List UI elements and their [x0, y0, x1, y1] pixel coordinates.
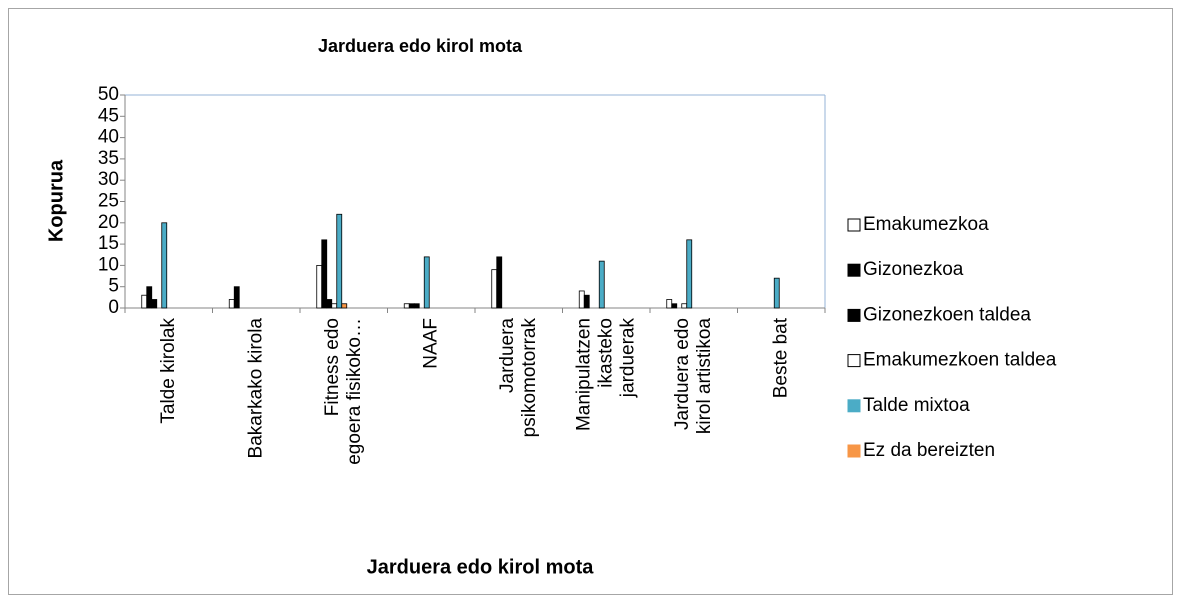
x-tick-label: Jarduera edokirol artistikoa — [672, 318, 715, 435]
x-tick-label: Talde kirolak — [158, 318, 179, 424]
bar — [583, 294, 590, 309]
x-tick-label-line: egoera fisikoko… — [344, 318, 365, 465]
chart-title: Jarduera edo kirol mota — [318, 36, 523, 56]
x-tick-label: Jarduerapsikomotorrak — [497, 318, 540, 438]
y-tick-label: 50 — [98, 84, 119, 105]
x-tick-label-line: jarduerak — [617, 318, 638, 399]
x-tick-label: Fitness edoegoera fisikoko… — [322, 318, 365, 465]
y-tick-label: 10 — [98, 254, 119, 275]
legend-label: Gizonezkoa — [863, 259, 964, 280]
x-tick-label-line: Fitness edo — [322, 318, 343, 416]
legend-swatch — [847, 218, 861, 232]
bar — [598, 260, 605, 309]
y-tick-label: 5 — [108, 276, 119, 297]
x-tick-label: Beste bat — [770, 317, 791, 398]
x-tick-label-line: Bakarkako kirola — [245, 318, 266, 459]
bar — [671, 303, 678, 309]
x-tick-label: NAAF — [420, 318, 441, 369]
legend-label: Emakumezkoa — [863, 214, 989, 235]
bar — [151, 299, 158, 309]
bar — [341, 303, 348, 309]
x-tick-label: Manipulatzenikastekojarduerak — [573, 318, 638, 432]
legend-swatch — [847, 444, 861, 458]
x-tick-label-line: Jarduera — [497, 318, 518, 393]
legend-swatch — [847, 354, 861, 368]
bar — [666, 299, 673, 309]
bar — [491, 269, 498, 309]
bar — [233, 286, 240, 309]
legend-label: Ez da bereizten — [863, 440, 995, 461]
bar — [336, 213, 343, 309]
bar — [141, 294, 148, 309]
bar — [423, 256, 430, 309]
y-tick-label: 45 — [98, 105, 119, 126]
x-tick-label-line: kirol artistikoa — [694, 318, 715, 435]
bar — [403, 303, 410, 309]
legend-swatch — [847, 263, 861, 277]
y-axis-title: Kopurua — [45, 159, 67, 242]
legend-label: Talde mixtoa — [863, 395, 970, 416]
bar — [326, 299, 333, 309]
y-tick-label: 15 — [98, 233, 119, 254]
bar — [316, 264, 323, 309]
x-tick-label-line: Beste bat — [770, 317, 791, 398]
bar — [773, 277, 780, 309]
y-tick-label: 40 — [98, 127, 119, 148]
legend-label: Gizonezkoen taldea — [863, 304, 1031, 325]
x-tick-label-line: NAAF — [420, 318, 441, 369]
x-tick-label: Bakarkako kirola — [245, 318, 266, 459]
legend-label: Emakumezkoen taldea — [863, 350, 1057, 371]
y-tick-label: 20 — [98, 212, 119, 233]
x-tick-label-line: ikasteko — [595, 318, 616, 388]
bar — [496, 256, 503, 309]
bar — [331, 303, 338, 309]
x-tick-label-line: psikomotorrak — [519, 318, 540, 438]
bar — [686, 239, 693, 309]
x-axis-title: Jarduera edo kirol mota — [367, 556, 595, 578]
bar — [408, 303, 415, 309]
bar — [578, 290, 585, 309]
bar — [146, 286, 153, 309]
x-tick-label-line: Talde kirolak — [158, 318, 179, 424]
y-tick-label: 30 — [98, 169, 119, 190]
y-tick-label: 0 — [108, 297, 119, 318]
legend-swatch — [847, 308, 861, 322]
y-tick-label: 35 — [98, 148, 119, 169]
bar — [228, 299, 235, 309]
x-tick-label-line: Jarduera edo — [672, 318, 693, 430]
bar — [413, 303, 420, 309]
y-tick-label: 25 — [98, 191, 119, 212]
x-tick-label-line: Manipulatzen — [573, 318, 594, 431]
bar — [681, 303, 688, 309]
chart-border — [8, 8, 1173, 595]
bar — [321, 239, 328, 309]
bar — [161, 222, 168, 309]
legend-swatch — [847, 399, 861, 413]
